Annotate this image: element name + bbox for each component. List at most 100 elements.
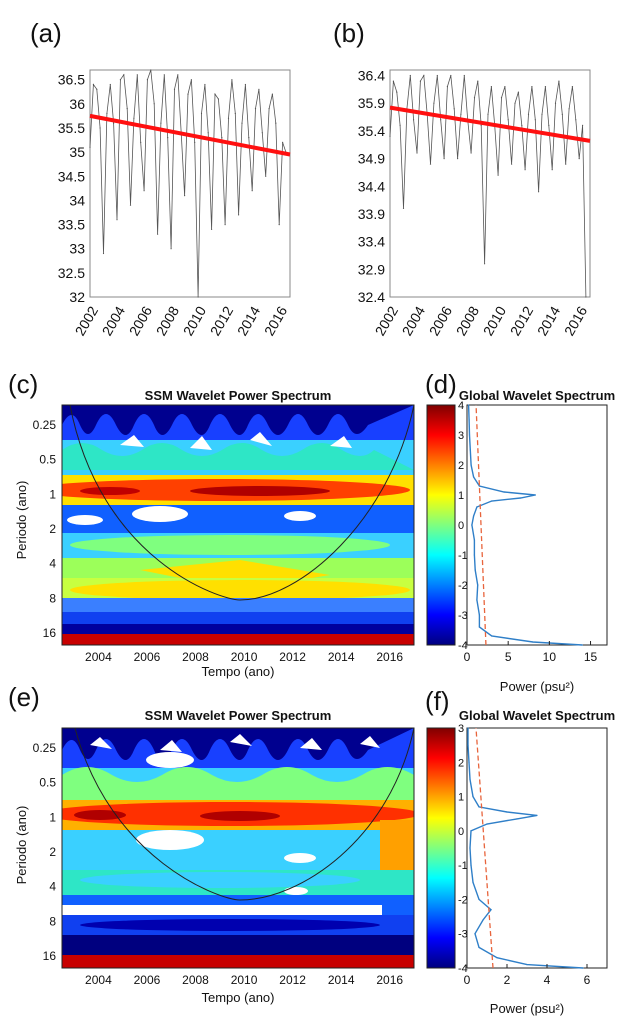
c-y-tick-label: 4 (49, 557, 56, 571)
a-data-point (221, 137, 223, 139)
panel-e-colorbar-ticks: -4 -3 -2 -1 0 1 2 3 (458, 723, 468, 975)
b-data-point (392, 80, 394, 82)
a-data-point (187, 93, 189, 95)
panel-label-e: (e) (8, 682, 40, 712)
b-data-point (578, 158, 580, 160)
e-x-tick-label: 2014 (328, 973, 355, 987)
b-data-point (551, 169, 553, 171)
cb-e-tick-label: 1 (458, 792, 464, 804)
f-spectrum-point (478, 898, 480, 901)
b-data-point (500, 97, 503, 99)
f-spectrum-point (496, 957, 498, 959)
panel-d-x-ticks: 0 5 10 15 (464, 641, 598, 664)
d-spectrum-point (470, 464, 472, 466)
b-x-tick-label: 2006 (426, 303, 456, 338)
f-x-tick-label: 6 (584, 973, 591, 987)
cb-c-tick-label: 0 (458, 520, 464, 532)
d-spectrum-point (473, 539, 475, 541)
b-data-point (497, 174, 499, 176)
panel-e-title: SSM Wavelet Power Spectrum (145, 708, 332, 723)
b-data-point (582, 124, 584, 126)
panel-a-plot-area (89, 69, 291, 298)
cb-c-tick-label: -1 (458, 550, 468, 562)
a-data-point (173, 88, 176, 90)
cb-e-tick-label: -1 (458, 860, 468, 872)
f-spectrum-point (468, 761, 470, 763)
e-y-tick-label: 1 (49, 810, 56, 824)
d-spectrum-point (476, 599, 478, 601)
d-spectrum-point (478, 626, 480, 628)
b-y-tick-label: 32.4 (358, 289, 385, 305)
c-x-tick-label: 2010 (231, 650, 258, 664)
a-x-tick-label: 2010 (180, 303, 210, 338)
panel-d-axes-box (466, 404, 608, 646)
b-data-point (490, 86, 492, 88)
b-x-tick-label: 2012 (507, 303, 537, 338)
d-spectrum-point (503, 491, 505, 493)
b-data-point (544, 86, 547, 88)
d-spectrum-point (468, 404, 470, 406)
d-spectrum-point (474, 569, 476, 571)
a-data-point (113, 122, 115, 124)
panel-f-chart: Global Wavelet Spectrum 0 2 4 6 Power (psu²… (459, 708, 615, 1016)
b-y-tick-label: 34.4 (358, 178, 385, 194)
panel-b-chart: 32.4 32.9 33.4 33.9 34.4 34.9 35.4 35.9 36.4 200… (358, 68, 591, 338)
a-data-point (160, 122, 162, 124)
b-data-point (433, 102, 435, 104)
a-data-point (170, 248, 172, 250)
b-data-point (548, 124, 550, 126)
b-data-point (527, 113, 530, 115)
f-spectrum-point (469, 778, 471, 781)
a-data-point (136, 74, 138, 76)
cb-c-tick-label: -4 (458, 640, 468, 652)
panel-e-chart: SSM Wavelet Power Spectrum (14, 708, 415, 1005)
c-y-tick-label: 8 (49, 591, 56, 605)
d-spectrum-point (581, 644, 583, 646)
d-spectrum-point (473, 554, 475, 556)
b-x-tick-label: 2010 (480, 303, 510, 338)
panel-f-x-ticks: 0 2 4 6 (464, 964, 591, 987)
c-y-tick-label: 0.5 (39, 453, 56, 467)
d-spectrum-point (471, 524, 473, 526)
a-y-tick-label: 34 (69, 192, 85, 208)
f-significance-line (475, 727, 494, 969)
a-data-point (89, 146, 91, 148)
d-spectrum-point (534, 494, 537, 496)
cb-c-tick-label: 4 (458, 400, 464, 412)
a-y-tick-label: 34.5 (58, 168, 85, 184)
panel-e-axes-box (61, 727, 415, 969)
a-data-point (231, 79, 233, 81)
e-x-tick-label: 2006 (134, 973, 161, 987)
b-data-point (575, 119, 577, 121)
d-spectrum-point (468, 434, 471, 436)
b-x-tick-label: 2014 (534, 303, 564, 338)
a-data-point (268, 108, 270, 110)
a-data-point (153, 103, 155, 105)
cb-e-tick-label: 3 (458, 723, 464, 735)
c-x-tick-label: 2014 (328, 650, 355, 664)
panel-d-plot-area (467, 404, 583, 646)
panel-c-colorbar-ticks: -4 -3 -2 -1 0 1 2 3 4 (458, 400, 468, 652)
a-data-point (143, 190, 145, 192)
a-data-point (224, 224, 226, 226)
b-y-tick-label: 34.9 (358, 151, 385, 167)
a-data-point (227, 117, 230, 119)
d-spectrum-point (473, 515, 475, 517)
a-data-point (251, 190, 253, 192)
panel-e-ylabel: Periodo (ano) (14, 806, 29, 885)
d-spectrum-point (478, 614, 480, 616)
e-x-tick-label: 2010 (231, 973, 258, 987)
f-spectrum-point (470, 830, 472, 832)
a-data-point (157, 233, 159, 235)
b-data-point (565, 163, 567, 165)
a-data-point (261, 132, 263, 134)
b-data-point (477, 80, 479, 82)
a-x-tick-label: 2014 (234, 303, 264, 338)
panel-b-axes-box (389, 69, 591, 298)
a-data-point (177, 74, 179, 76)
b-data-point (413, 119, 415, 121)
panel-b-plot-area (389, 74, 591, 298)
